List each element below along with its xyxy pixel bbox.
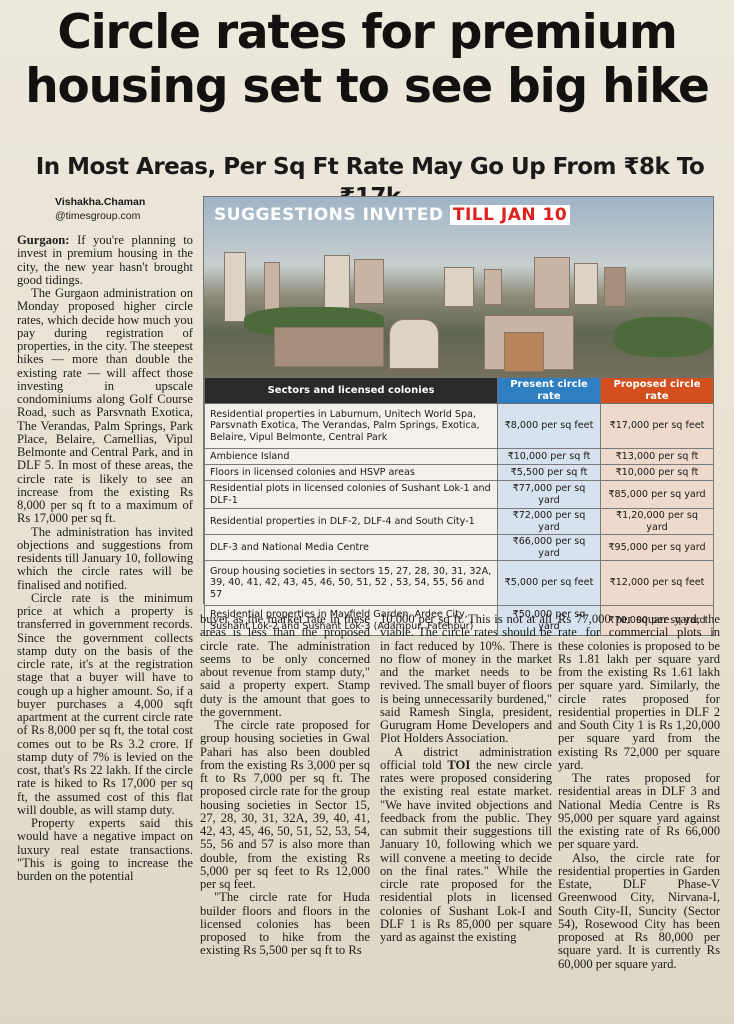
present-rate-cell: ₹8,000 per sq feet (497, 403, 601, 449)
paragraph: buyer as the market rate in these areas … (200, 612, 370, 719)
paragraph: The Gurgaon administration on Monday pro… (17, 286, 193, 526)
proposed-rate-cell: ₹95,000 per sq yard (600, 534, 714, 561)
sector-cell: Floors in licensed colonies and HSVP are… (204, 464, 498, 481)
headline: Circle rates for premium housing set to … (25, 5, 710, 114)
article-column-4: Rs 77,000 per square yard, the rate for … (558, 612, 720, 971)
table-row: Group housing societies in sectors 15, 2… (204, 560, 714, 606)
paragraph: 10,000 per sq ft. This is not at all via… (380, 612, 552, 746)
building (324, 255, 350, 310)
paragraph: The circle rate proposed for group housi… (200, 718, 370, 891)
proposed-rate-cell: ₹85,000 per sq yard (600, 480, 714, 509)
table-row: Floors in licensed colonies and HSVP are… (204, 464, 714, 481)
byline-name: Vishakha.Chaman (55, 196, 146, 208)
banner-text: SUGGESTIONS INVITED (214, 205, 450, 225)
column-header-sectors: Sectors and licensed colonies (204, 377, 498, 404)
paragraph-text: A district administration official told (380, 744, 552, 772)
column-header-proposed: Proposed circle rate (600, 377, 714, 404)
building (484, 269, 502, 305)
paragraph-text: the new circle rates were proposed consi… (380, 757, 552, 944)
byline-handle: @timesgroup.com (55, 210, 141, 222)
proposed-rate-cell: ₹70,000 per sq yard (600, 605, 714, 636)
byline: Vishakha.Chaman @timesgroup.com (55, 195, 195, 223)
present-rate-cell: ₹66,000 per sq yard (497, 534, 601, 561)
table-row: Residential properties in DLF-2, DLF-4 a… (204, 508, 714, 535)
proposed-rate-cell: ₹1,20,000 per sq yard (600, 508, 714, 535)
building (224, 252, 246, 322)
building (574, 263, 598, 305)
article-column-2: buyer as the market rate in these areas … (200, 612, 370, 958)
article-column-1: Gurgaon: If you're planning to invest in… (17, 233, 193, 883)
building (604, 267, 626, 307)
building (264, 262, 280, 312)
paragraph: Rs 77,000 per square yard, the rate for … (558, 612, 720, 772)
paragraph: Also, the circle rate for residential pr… (558, 850, 720, 971)
city-skyline-photo: SUGGESTIONS INVITED TILL JAN 10 (204, 197, 713, 377)
present-rate-cell: ₹72,000 per sq yard (497, 508, 601, 535)
publication-name: TOI (447, 757, 471, 772)
table-row: Residential plots in licensed colonies o… (204, 480, 714, 509)
paragraph: Property experts said this would have a … (17, 816, 193, 883)
building (504, 332, 544, 372)
proposed-rate-cell: ₹17,000 per sq feet (600, 403, 714, 449)
table-row: Residential properties in Mayfield Garde… (204, 605, 714, 636)
dateline: Gurgaon: (17, 233, 70, 247)
proposed-rate-cell: ₹10,000 per sq ft (600, 464, 714, 481)
photo-banner: SUGGESTIONS INVITED TILL JAN 10 (214, 205, 571, 225)
present-rate-cell: ₹10,000 per sq ft (497, 448, 601, 465)
building (389, 319, 439, 369)
sector-cell: Residential properties in Mayfield Garde… (204, 605, 498, 636)
proposed-rate-cell: ₹12,000 per sq feet (600, 560, 714, 606)
paragraph-text: If you're planning to invest in premium … (17, 233, 193, 287)
table-row: Ambience Island ₹10,000 per sq ft ₹13,00… (204, 448, 714, 465)
paragraph: The rates proposed for residential areas… (558, 771, 720, 852)
present-rate-cell: ₹50,000 per sq yard (497, 605, 601, 636)
proposed-rate-cell: ₹13,000 per sq ft (600, 448, 714, 465)
sector-cell: Group housing societies in sectors 15, 2… (204, 560, 498, 606)
sector-cell: Residential plots in licensed colonies o… (204, 480, 498, 509)
rates-figure: SUGGESTIONS INVITED TILL JAN 10 Sectors … (203, 196, 714, 636)
sector-cell: Residential properties in Laburnum, Unit… (204, 403, 498, 449)
table-row: DLF-3 and National Media Centre ₹66,000 … (204, 534, 714, 561)
paragraph: "The circle rate for Huda builder floors… (200, 890, 370, 958)
paragraph: The administration has invited objection… (17, 524, 193, 592)
present-rate-cell: ₹5,000 per sq feet (497, 560, 601, 606)
present-rate-cell: ₹77,000 per sq yard (497, 480, 601, 509)
table-header-row: Sectors and licensed colonies Present ci… (204, 377, 714, 404)
sector-cell: Ambience Island (204, 448, 498, 465)
banner-accent: TILL JAN 10 (449, 205, 571, 225)
building (274, 327, 384, 367)
table-row: Residential properties in Laburnum, Unit… (204, 403, 714, 449)
sector-cell: Residential properties in DLF-2, DLF-4 a… (204, 508, 498, 535)
trees (614, 317, 713, 357)
column-header-present: Present circle rate (497, 377, 601, 404)
circle-rates-table: Sectors and licensed colonies Present ci… (204, 377, 714, 636)
building (444, 267, 474, 307)
sector-cell: DLF-3 and National Media Centre (204, 534, 498, 561)
paragraph: Gurgaon: If you're planning to invest in… (17, 233, 193, 287)
paragraph: A district administration official told … (380, 744, 552, 945)
paragraph: Circle rate is the minimum price at whic… (17, 590, 193, 817)
article-column-3: 10,000 per sq ft. This is not at all via… (380, 612, 552, 945)
building (354, 259, 384, 304)
building (534, 257, 570, 309)
present-rate-cell: ₹5,500 per sq ft (497, 464, 601, 481)
